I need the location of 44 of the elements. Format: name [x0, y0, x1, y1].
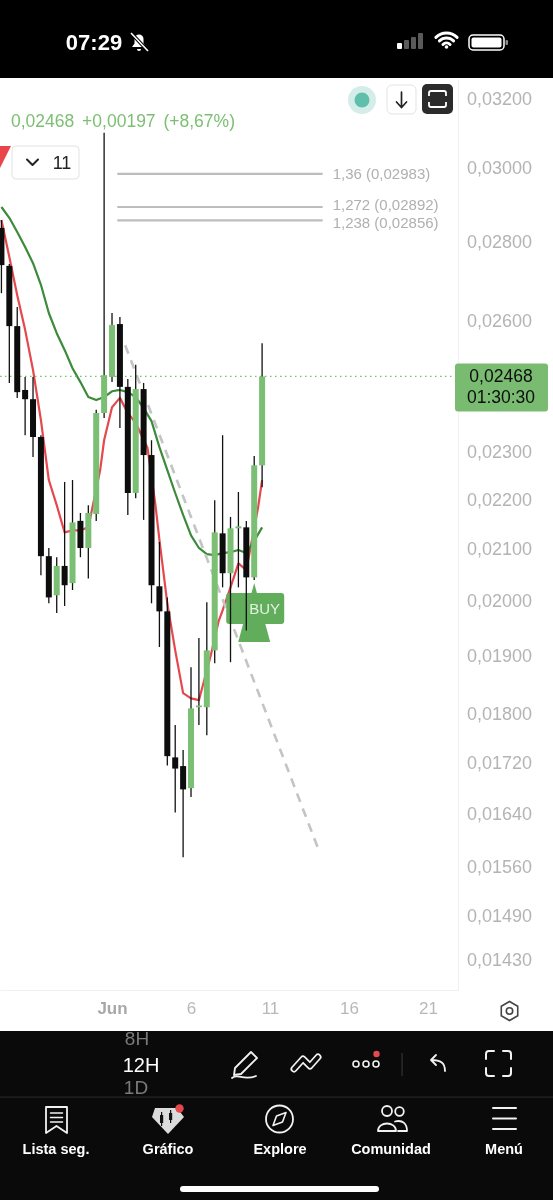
y-tick-label: 0,02100: [467, 539, 533, 560]
text: 0,02468 +0,00197 (+8,67%): [11, 111, 235, 131]
y-tick-label: 0,01640: [467, 803, 533, 824]
y-tick-label: 0,02300: [467, 442, 533, 463]
y-tick-label: 0,01560: [467, 856, 533, 877]
y-tick-label: 0,02200: [467, 489, 533, 510]
annotation: 1,272 (0,02892): [332, 195, 439, 213]
candlestick: [172, 724, 179, 814]
candlestick: [235, 491, 242, 588]
y-tick-label: 0,02800: [467, 231, 533, 252]
text: Gráfico: [142, 1141, 194, 1157]
text: Explore: [253, 1141, 307, 1157]
line-series: [0, 205, 264, 557]
y-tick-label: 0,02000: [467, 591, 533, 612]
candlestick: [22, 376, 29, 436]
x-tick-label: 21: [419, 999, 438, 1019]
candlestick: [61, 481, 68, 607]
y-tick-label: 0,01720: [467, 752, 533, 773]
text: 01:30:30: [466, 387, 536, 408]
y-tick-label: 0,01800: [467, 704, 533, 725]
y-tick-label: 0,01430: [467, 949, 533, 970]
text: 1D: [123, 1077, 149, 1098]
annotation: 1,36 (0,02983): [332, 165, 431, 183]
ref-line-label: 0,02468: [469, 366, 533, 387]
y-tick-label: 0,03000: [467, 158, 533, 179]
annotation: BUY: [249, 599, 281, 617]
y-tick-label: 0,01900: [467, 646, 533, 667]
text: Lista seg.: [22, 1141, 90, 1157]
x-tick-label: 16: [340, 999, 359, 1019]
x-tick-label: Jun: [97, 999, 128, 1019]
candlestick: [195, 637, 202, 726]
y-tick-label: 0,01490: [467, 906, 533, 927]
x-tick-label: 6: [186, 999, 197, 1019]
text: Comunidad: [351, 1141, 431, 1157]
text: 07:29: [65, 30, 123, 55]
x-tick-label: 11: [261, 999, 280, 1019]
candlestick: [180, 749, 187, 858]
y-tick-label: 0,03200: [467, 89, 533, 110]
annotation: 1,238 (0,02856): [332, 214, 439, 232]
y-tick-label: 0,02600: [467, 311, 533, 332]
annotation: 11: [52, 152, 72, 173]
text: 8H: [124, 1028, 150, 1049]
text: 12H: [122, 1054, 160, 1076]
text: Menú: [485, 1141, 523, 1157]
